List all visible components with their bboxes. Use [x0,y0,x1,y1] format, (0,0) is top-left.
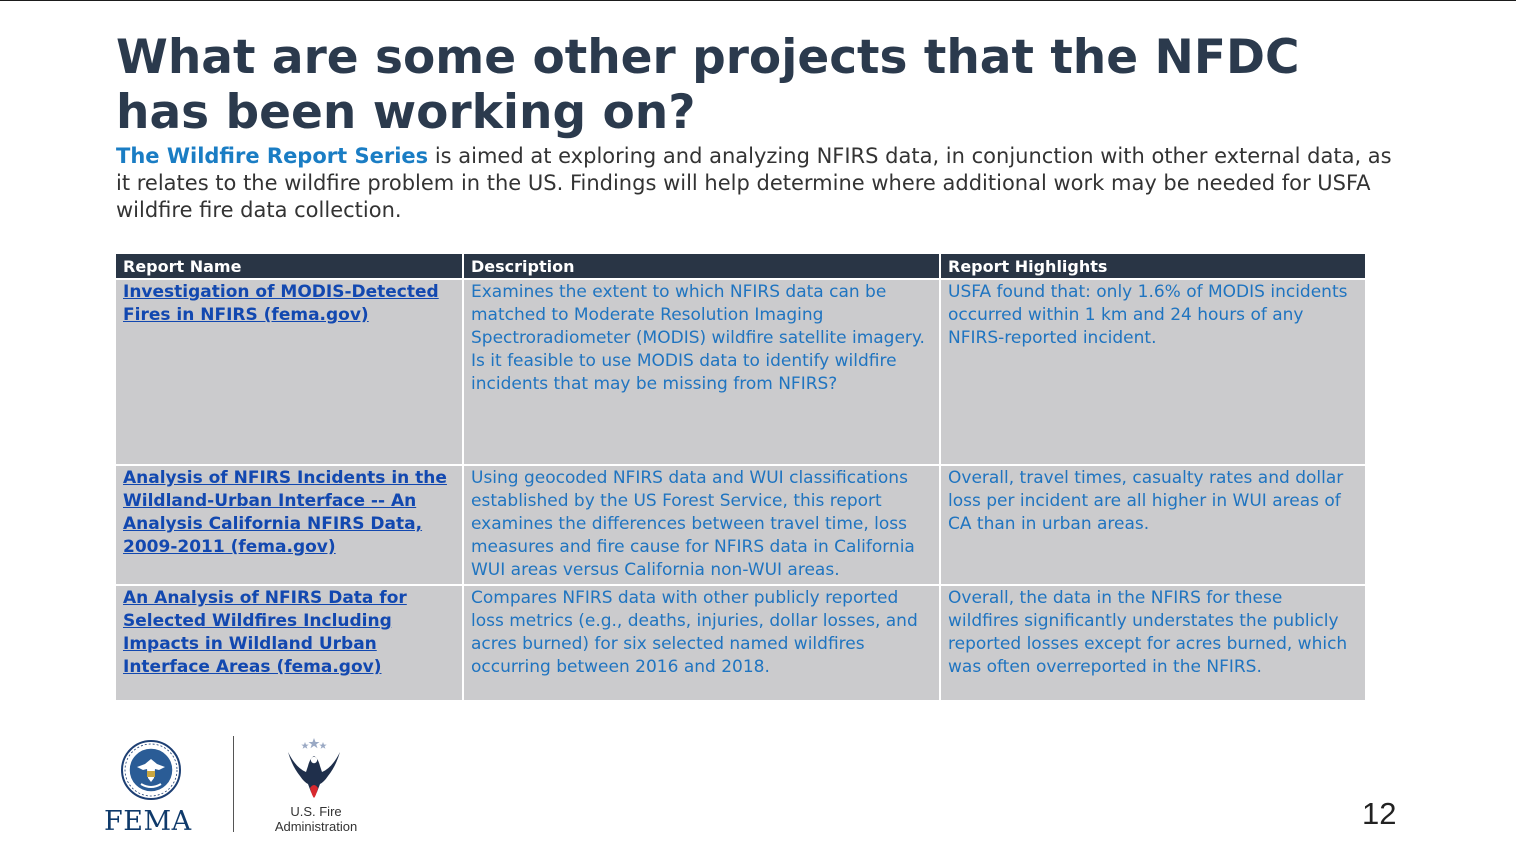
fema-wordmark: FEMA [104,806,192,837]
table-row: An Analysis of NFIRS Data for Selected W… [116,584,1365,700]
usfa-line-1: U.S. Fire [290,804,342,819]
report-link[interactable]: Investigation of MODIS-Detected Fires in… [123,282,439,325]
logo-divider [233,736,234,832]
page-title: What are some other projects that the NF… [116,30,1300,140]
highlights-cell: Overall, travel times, casualty rates an… [940,464,1365,585]
report-name-cell: An Analysis of NFIRS Data for Selected W… [116,584,464,700]
header-description: Description [463,254,941,279]
highlights-cell: USFA found that: only 1.6% of MODIS inci… [940,278,1365,465]
intro-paragraph: The Wildfire Report Series is aimed at e… [116,143,1396,224]
header-report-highlights: Report Highlights [940,254,1365,279]
usfa-line-2: Administration [274,819,358,834]
description-cell: Examines the extent to which NFIRS data … [463,278,941,465]
table-row: Investigation of MODIS-Detected Fires in… [116,278,1365,465]
usfa-wordmark: U.S. Fire Administration [266,804,366,834]
table-row: Analysis of NFIRS Incidents in the Wildl… [116,464,1365,585]
description-cell: Compares NFIRS data with other publicly … [463,584,941,700]
header-report-name: Report Name [116,254,464,279]
usfa-eagle-icon [288,738,340,798]
reports-table: Report Name Description Report Highlight… [116,254,1365,700]
table-header-row: Report Name Description Report Highlight… [116,254,1365,279]
description-cell: Using geocoded NFIRS data and WUI classi… [463,464,941,585]
highlights-cell: Overall, the data in the NFIRS for these… [940,584,1365,700]
footer: FEMA U.S. Fire Administration 12 [0,730,1516,852]
top-rule [0,0,1516,1]
intro-highlight: The Wildfire Report Series [116,144,429,168]
report-name-cell: Investigation of MODIS-Detected Fires in… [116,278,464,465]
page-number: 12 [1362,796,1397,831]
report-link[interactable]: Analysis of NFIRS Incidents in the Wildl… [123,468,447,557]
dhs-seal-icon [121,740,181,800]
report-link[interactable]: An Analysis of NFIRS Data for Selected W… [123,588,407,677]
report-name-cell: Analysis of NFIRS Incidents in the Wildl… [116,464,464,585]
intro-text: is aimed at exploring and analyzing NFIR… [116,144,1392,222]
